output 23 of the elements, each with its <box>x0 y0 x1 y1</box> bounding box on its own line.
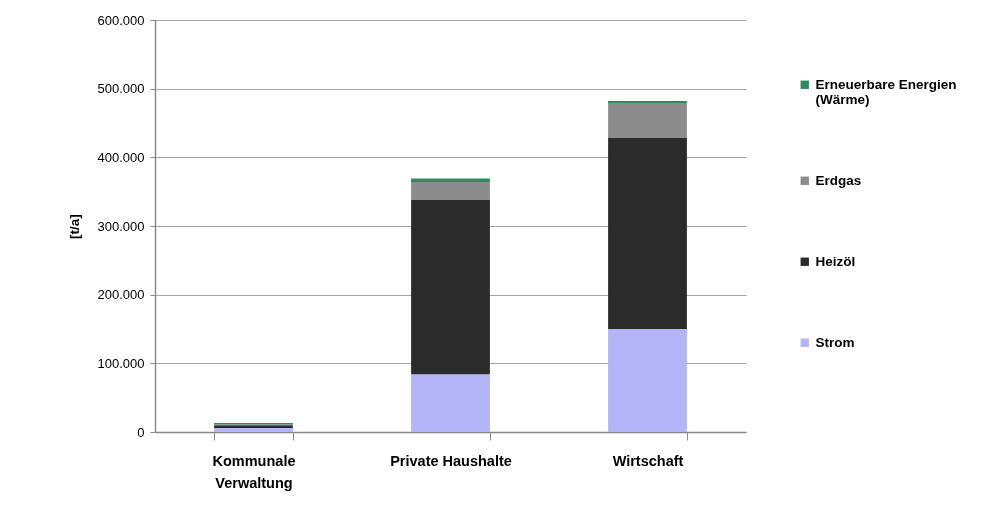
bar <box>608 103 687 139</box>
bar <box>214 427 293 432</box>
legend-label: Strom <box>815 334 855 350</box>
bar <box>411 199 490 375</box>
legend-label: Erneuerbare Energien (Wärme) <box>815 76 957 108</box>
x-tick-label: Wirtschaft <box>612 452 684 469</box>
bar <box>608 138 687 329</box>
y-tick-label: 600.000 <box>97 12 145 28</box>
y-tick-label: 100.000 <box>97 355 145 371</box>
x-tick-label: Kommunale Verwaltung <box>212 452 296 491</box>
y-tick-label: 400.000 <box>97 149 145 165</box>
y-axis-title: [t/a] <box>66 214 82 239</box>
y-tick-label: 200.000 <box>97 287 145 303</box>
x-tick-label: Private Haushalte <box>390 452 512 469</box>
bar <box>411 182 490 200</box>
legend-label: Erdgas <box>815 172 862 188</box>
bar <box>608 329 687 432</box>
y-tick-label: 0 <box>137 424 145 440</box>
bar <box>411 374 490 432</box>
legend-label: Heizöl <box>815 253 856 269</box>
bar <box>608 101 687 104</box>
y-tick-label: 300.000 <box>97 218 145 234</box>
y-tick-label: 500.000 <box>97 81 145 97</box>
